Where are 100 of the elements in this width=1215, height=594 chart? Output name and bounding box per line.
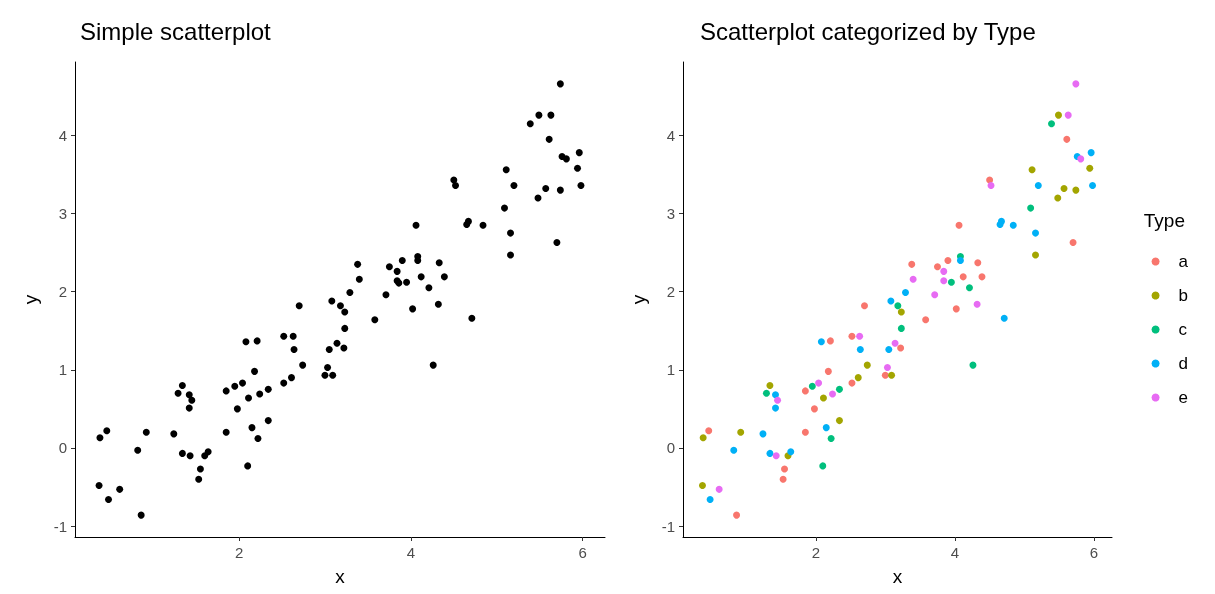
- legend-label: d: [1178, 354, 1189, 373]
- point: [762, 389, 770, 397]
- chart-title: Scatterplot categorized by Type: [700, 17, 1036, 45]
- point: [715, 485, 723, 493]
- point: [885, 346, 893, 353]
- y-tick-label: 3: [666, 205, 675, 223]
- point: [908, 260, 916, 268]
- point: [973, 300, 981, 308]
- point: [1054, 111, 1062, 119]
- y-tick-label: 1: [58, 361, 67, 379]
- point: [897, 344, 905, 352]
- y-tick-label: 2: [666, 283, 675, 301]
- y-tick-label: 1: [666, 361, 675, 379]
- x-axis-title: x: [335, 566, 346, 587]
- x-tick-label: 4: [406, 544, 416, 561]
- y-tick-label: -1: [53, 517, 67, 535]
- point: [881, 371, 889, 379]
- point: [856, 332, 864, 340]
- x-tick-label: 6: [1089, 544, 1099, 561]
- point: [940, 267, 948, 275]
- legend-label: a: [1178, 252, 1189, 271]
- point: [810, 405, 818, 413]
- point: [772, 452, 780, 460]
- point: [817, 338, 825, 346]
- legend-label: c: [1178, 320, 1188, 339]
- point: [808, 382, 816, 390]
- point: [733, 511, 741, 519]
- point: [863, 361, 871, 369]
- y-tick-label: 3: [58, 205, 67, 223]
- point: [1072, 80, 1080, 88]
- point: [774, 396, 782, 404]
- point: [835, 385, 843, 393]
- chart-title: Simple scatterplot: [80, 17, 272, 45]
- point: [737, 428, 745, 436]
- point: [1009, 221, 1017, 229]
- point: [730, 446, 738, 454]
- point: [1087, 149, 1095, 157]
- legend-title: Type: [1143, 210, 1186, 231]
- point: [822, 424, 830, 432]
- legend-label: b: [1178, 286, 1189, 305]
- point: [860, 302, 868, 310]
- point: [848, 332, 856, 340]
- point: [883, 363, 891, 371]
- point: [909, 275, 917, 283]
- point: [1077, 155, 1085, 163]
- point: [771, 391, 779, 399]
- point: [698, 481, 706, 489]
- point: [952, 305, 960, 313]
- point: [835, 417, 843, 425]
- point: [699, 434, 707, 442]
- point: [987, 181, 995, 189]
- point: [891, 339, 899, 347]
- point: [996, 221, 1004, 228]
- point: [978, 273, 986, 281]
- point: [827, 435, 835, 443]
- point: [1089, 181, 1097, 189]
- point: [955, 221, 963, 229]
- point: [944, 256, 952, 264]
- point: [959, 273, 967, 281]
- point: [856, 346, 864, 353]
- point: [1086, 164, 1094, 172]
- point: [819, 462, 827, 470]
- point: [779, 475, 787, 483]
- point: [801, 428, 809, 436]
- point: [940, 277, 948, 285]
- y-tick-label: 0: [58, 439, 67, 457]
- point: [897, 308, 905, 316]
- x-tick-label: 2: [234, 544, 244, 561]
- y-axis-title: y: [628, 294, 649, 305]
- point: [1027, 204, 1035, 212]
- x-tick-label: 4: [950, 544, 960, 561]
- point: [902, 288, 909, 296]
- point: [894, 302, 902, 310]
- point: [888, 371, 896, 379]
- point: [1034, 181, 1042, 189]
- point: [1054, 194, 1062, 202]
- point: [1060, 185, 1068, 193]
- point: [1048, 120, 1056, 128]
- point: [1032, 229, 1040, 237]
- y-axis-title: y: [20, 294, 41, 305]
- point: [931, 291, 939, 299]
- y-tick-label: 0: [666, 439, 675, 457]
- point: [706, 496, 714, 503]
- point: [986, 176, 994, 184]
- y-tick-label: -1: [661, 517, 675, 535]
- point: [1064, 111, 1072, 119]
- point: [1069, 238, 1077, 246]
- point: [766, 449, 774, 457]
- x-tick-label: 6: [578, 544, 587, 561]
- point: [1028, 166, 1036, 174]
- point: [1072, 186, 1080, 194]
- point: [801, 387, 809, 395]
- point: [824, 367, 832, 375]
- point: [974, 259, 982, 267]
- point: [947, 278, 955, 286]
- point: [1000, 314, 1008, 322]
- point: [819, 394, 827, 402]
- point: [897, 324, 905, 332]
- point: [766, 381, 774, 389]
- point: [829, 390, 836, 398]
